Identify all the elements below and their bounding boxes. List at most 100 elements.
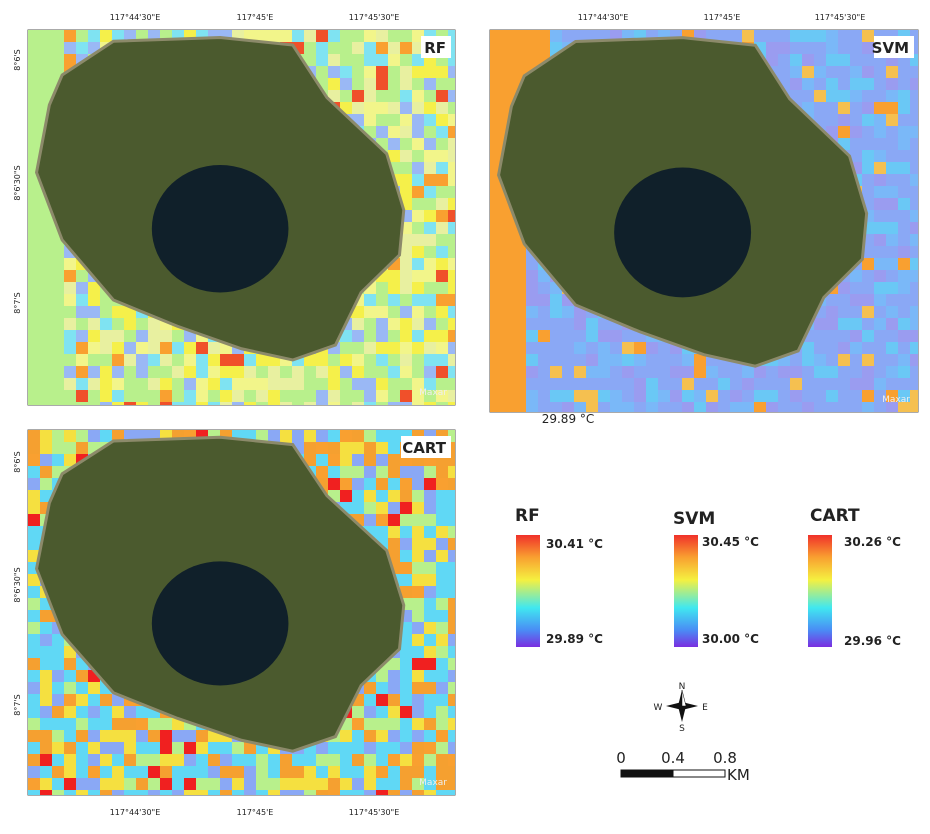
raster-cell <box>28 634 40 646</box>
raster-cell <box>730 378 742 390</box>
raster-cell <box>352 766 364 778</box>
raster-cell <box>376 490 388 502</box>
raster-cell <box>550 30 562 42</box>
raster-cell <box>184 742 196 754</box>
raster-cell <box>910 90 918 102</box>
raster-cell <box>124 778 136 790</box>
top-tick: 117°44'30"E <box>110 13 161 22</box>
raster-cell <box>160 742 172 754</box>
raster-cell <box>340 454 352 466</box>
raster-cell <box>826 354 838 366</box>
raster-cell <box>340 766 352 778</box>
raster-cell <box>502 342 514 354</box>
raster-cell <box>160 342 172 354</box>
raster-cell <box>316 366 328 378</box>
raster-cell <box>328 766 340 778</box>
raster-cell <box>352 90 364 102</box>
raster-cell <box>304 430 316 442</box>
raster-cell <box>502 90 514 102</box>
raster-cell <box>40 66 52 78</box>
raster-cell <box>388 454 400 466</box>
legend-title: CART <box>810 506 860 526</box>
raster-cell <box>52 378 64 390</box>
raster-cell <box>364 466 376 478</box>
raster-cell <box>910 162 918 174</box>
raster-cell <box>28 598 40 610</box>
crater-lake <box>152 165 289 293</box>
raster-cell <box>28 366 40 378</box>
raster-cell <box>814 78 826 90</box>
raster-cell <box>862 174 874 186</box>
raster-cell <box>550 354 562 366</box>
raster-cell <box>436 634 448 646</box>
raster-cell <box>400 682 412 694</box>
raster-cell <box>424 526 436 538</box>
raster-cell <box>874 294 886 306</box>
raster-cell <box>124 730 136 742</box>
raster-cell <box>352 330 364 342</box>
raster-cell <box>88 342 100 354</box>
raster-cell <box>52 42 64 54</box>
raster-cell <box>76 718 88 730</box>
raster-cell <box>526 402 538 412</box>
top-tick: 117°45'30"E <box>349 13 400 22</box>
raster-cell <box>64 766 76 778</box>
raster-cell <box>886 246 898 258</box>
panel-label: RF <box>424 39 446 57</box>
crater-lake <box>614 168 751 298</box>
compass-e: E <box>702 703 708 713</box>
raster-cell <box>646 390 658 402</box>
scale-tick: 0.4 <box>661 749 685 767</box>
raster-cell <box>526 42 538 54</box>
raster-cell <box>850 330 862 342</box>
raster-cell <box>388 670 400 682</box>
raster-cell <box>436 306 448 318</box>
raster-cell <box>352 102 364 114</box>
raster-cell <box>778 30 790 42</box>
raster-cell <box>526 354 538 366</box>
raster-cell <box>400 538 412 550</box>
raster-cell <box>400 574 412 586</box>
raster-cell <box>802 366 814 378</box>
raster-cell <box>100 730 112 742</box>
raster-cell <box>424 730 436 742</box>
raster-cell <box>388 330 400 342</box>
raster-cell <box>790 54 802 66</box>
raster-cell <box>388 718 400 730</box>
raster-cell <box>100 790 112 795</box>
raster-cell <box>148 742 160 754</box>
raster-cell <box>196 730 208 742</box>
raster-cell <box>424 766 436 778</box>
raster-cell <box>910 126 918 138</box>
raster-cell <box>172 402 184 405</box>
raster-cell <box>790 366 802 378</box>
raster-cell <box>424 78 436 90</box>
raster-cell <box>328 742 340 754</box>
raster-cell <box>436 258 448 270</box>
raster-cell <box>52 246 64 258</box>
raster-cell <box>244 402 256 405</box>
raster-cell <box>514 42 526 54</box>
raster-cell <box>886 306 898 318</box>
raster-cell <box>634 402 646 412</box>
raster-cell <box>28 610 40 622</box>
raster-cell <box>280 430 292 442</box>
bottom-tick: 117°45'E <box>237 808 274 817</box>
raster-cell <box>76 430 88 442</box>
raster-cell <box>622 342 634 354</box>
raster-cell <box>448 318 455 330</box>
raster-cell <box>352 402 364 405</box>
raster-cell <box>412 514 424 526</box>
raster-cell <box>658 366 670 378</box>
raster-cell <box>340 430 352 442</box>
raster-cell <box>340 66 352 78</box>
raster-cell <box>448 766 455 778</box>
raster-cell <box>40 282 52 294</box>
raster-cell <box>400 550 412 562</box>
raster-cell <box>412 66 424 78</box>
raster-cell <box>40 222 52 234</box>
raster-cell <box>388 306 400 318</box>
raster-cell <box>502 258 514 270</box>
raster-cell <box>886 174 898 186</box>
raster-cell <box>316 66 328 78</box>
